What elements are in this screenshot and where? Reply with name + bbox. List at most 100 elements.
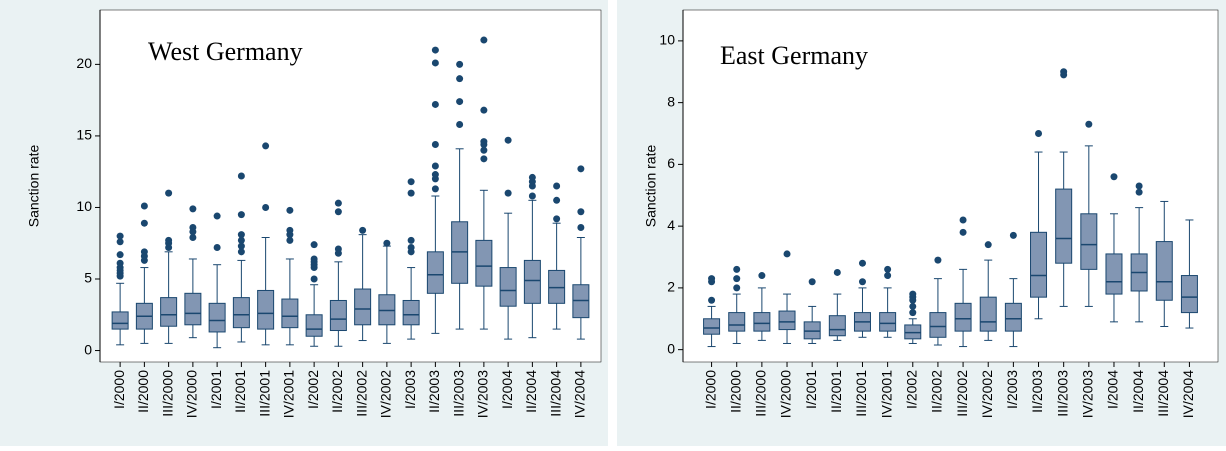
box [1004, 302, 1022, 332]
outlier [456, 75, 464, 83]
outlier [140, 202, 148, 210]
outlier [286, 206, 294, 214]
outlier [553, 215, 561, 223]
outlier [431, 59, 439, 67]
outlier [165, 236, 173, 244]
y-tick-label: 0 [667, 340, 675, 356]
box [1030, 231, 1048, 298]
outlier [286, 226, 294, 234]
outlier [909, 302, 917, 310]
outlier [189, 205, 197, 213]
box [426, 251, 444, 294]
outlier [407, 178, 415, 186]
x-tick-label: III/2002 [353, 370, 369, 417]
y-tick-label: 10 [76, 198, 92, 214]
outlier [116, 238, 124, 246]
outlier [808, 278, 816, 286]
y-tick-label: 6 [667, 155, 675, 171]
y-tick-label: 15 [76, 127, 92, 143]
outlier [431, 100, 439, 108]
x-tick-label: III/2000 [753, 370, 769, 417]
outlier [431, 46, 439, 54]
outlier [431, 162, 439, 170]
plot-area [682, 9, 1219, 363]
x-tick-label: I/2004 [499, 370, 515, 409]
outlier [504, 189, 512, 197]
outlier [858, 278, 866, 286]
outlier [733, 284, 741, 292]
x-tick-label: II/2002 [929, 370, 945, 413]
box [1180, 275, 1198, 314]
x-tick-label: IV/2004 [572, 370, 588, 418]
outlier [189, 223, 197, 231]
outlier [310, 255, 318, 263]
outlier [1009, 231, 1017, 239]
outlier [708, 296, 716, 304]
x-tick-label: I/2002 [305, 370, 321, 409]
x-tick-label: IV/2002 [378, 370, 394, 418]
outlier [1060, 68, 1068, 76]
outlier [140, 248, 148, 256]
outlier [165, 189, 173, 197]
x-tick-label: I/2000 [111, 370, 127, 409]
outlier [480, 138, 488, 146]
box [402, 299, 420, 326]
outlier [959, 228, 967, 236]
outlier [553, 182, 561, 190]
outlier [334, 245, 342, 253]
box [1155, 241, 1173, 301]
y-tick-label: 8 [667, 93, 675, 109]
x-tick-label: II/2002 [329, 370, 345, 413]
outlier [884, 272, 892, 280]
x-tick-label: I/2003 [402, 370, 418, 409]
outlier [407, 189, 415, 197]
x-tick-label: III/2001 [256, 370, 272, 417]
x-tick-label: II/2003 [1029, 370, 1045, 413]
outlier [383, 239, 391, 247]
x-tick-label: IV/2000 [184, 370, 200, 418]
box [475, 239, 493, 287]
outlier [237, 248, 245, 256]
x-tick-label: IV/2004 [1180, 370, 1196, 418]
plot-area [99, 9, 602, 363]
x-tick-label: II/2004 [523, 370, 539, 413]
outlier [431, 185, 439, 193]
x-tick-label: II/2000 [135, 370, 151, 413]
outlier [286, 236, 294, 244]
x-tick-label: III/2003 [1054, 370, 1070, 417]
box [523, 259, 541, 304]
x-tick-label: I/2001 [803, 370, 819, 409]
outlier [783, 250, 791, 258]
x-tick-label: IV/2001 [281, 370, 297, 418]
outlier [334, 208, 342, 216]
outlier [480, 106, 488, 114]
outlier [884, 265, 892, 273]
outlier [1110, 173, 1118, 181]
x-tick-label: I/2000 [702, 370, 718, 409]
outlier [858, 259, 866, 267]
box [208, 302, 226, 333]
box [160, 297, 178, 327]
outlier [431, 171, 439, 179]
x-tick-label: IV/2003 [1080, 370, 1096, 418]
y-axis-label: Sanction rate [26, 145, 42, 228]
x-tick-label: III/2003 [450, 370, 466, 417]
outlier [310, 241, 318, 249]
outlier [733, 265, 741, 273]
outlier [407, 236, 415, 244]
outlier [758, 272, 766, 280]
x-tick-label: I/2004 [1105, 370, 1121, 409]
outlier [237, 236, 245, 244]
box [1055, 188, 1073, 264]
box [828, 315, 846, 337]
outlier [577, 223, 585, 231]
box [305, 314, 323, 337]
box [111, 311, 129, 330]
box [904, 324, 922, 340]
outlier [310, 275, 318, 283]
outlier [237, 231, 245, 239]
x-tick-label: III/2002 [954, 370, 970, 417]
outlier [528, 192, 536, 200]
x-tick-label: II/2000 [727, 370, 743, 413]
outlier [334, 199, 342, 207]
